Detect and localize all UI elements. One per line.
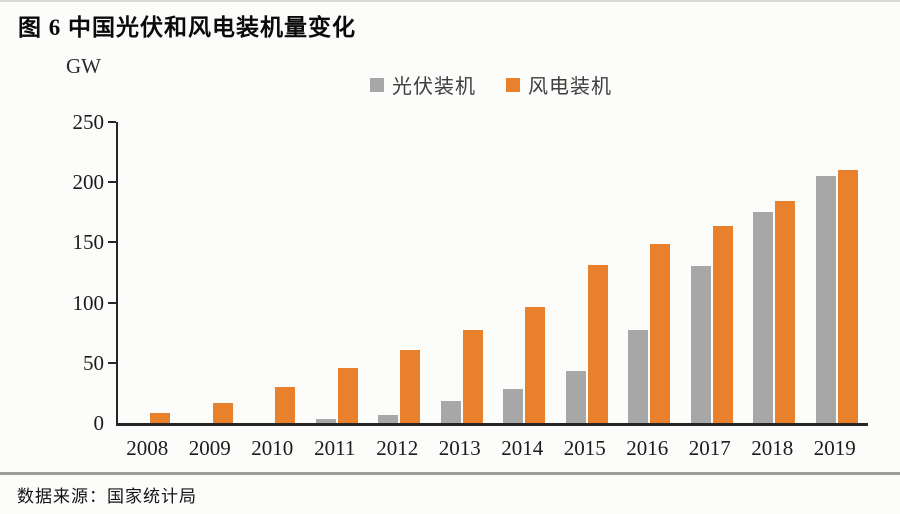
x-axis-tick-label-2011: 2011 [314,436,356,460]
y-axis-unit-label: GW [66,54,101,78]
solar-bar-2014 [503,389,524,423]
wind-bar-2010 [275,387,296,423]
y-axis-tick-mark [108,181,116,184]
y-axis-tick-mark [108,121,116,123]
wind-bar-2009 [212,403,233,423]
solar-bar-2017 [690,266,711,423]
wind-bar-2019 [837,170,858,423]
solar-bar-2011 [315,419,336,423]
solar-bar-2016 [628,330,649,423]
wind-bar-2015 [587,265,608,423]
wind-bar-2017 [712,226,733,423]
bar-group-2010 [243,122,306,423]
y-axis-tick-mark [108,361,116,364]
solar-bar-2018 [753,212,774,423]
y-axis-tick-label: 250 [72,110,105,134]
x-axis-tick-label-2010: 2010 [251,436,294,460]
solar-bar-2019 [815,176,836,423]
plot-area [108,121,869,426]
bar-group-2017 [681,122,744,423]
legend-label-solar: 光伏装机 [392,76,476,98]
y-axis-tick-label: 0 [93,411,105,435]
bar-group-2008 [118,122,181,423]
x-axis-tick-label-2019: 2019 [813,436,856,460]
chart-title: 图 6 中国光伏和风电装机量变化 [18,15,356,40]
bar-group-2011 [306,122,369,423]
bar-group-2019 [806,122,869,423]
bar-group-2018 [743,122,806,423]
solar-legend-swatch-icon [370,77,384,92]
bar-group-2016 [618,122,681,423]
legend-item-wind: 风电装机 [506,70,612,99]
y-axis-tick-label: 50 [83,350,104,375]
y-axis-tick-mark [108,241,116,244]
solar-bar-2012 [378,415,399,423]
x-axis-tick-label-2014: 2014 [501,436,544,460]
wind-bar-2018 [775,201,796,423]
x-axis-labels: 2008 2009 2010 2011 2012 2013 2014 2015 2016 2017… [116,436,866,461]
y-axis-tick-label: 150 [72,230,105,255]
y-axis-tick-label: 200 [72,170,105,195]
wind-legend-swatch-icon [506,77,520,92]
legend-label-wind: 风电装机 [528,76,612,98]
bar-group-2014 [493,122,556,423]
bar-group-2013 [431,122,494,423]
wind-bar-2011 [337,368,358,423]
wind-bar-2014 [525,307,546,423]
y-axis-tick-label: 100 [72,290,105,315]
x-axis-tick-label-2016: 2016 [626,436,669,460]
y-axis-labels: 0 50 100 150 200 250 [0,111,105,434]
x-axis-tick-label-2018: 2018 [751,436,794,460]
x-axis-tick-label-2008: 2008 [126,436,169,460]
bar-group-2012 [368,122,431,423]
x-axis-tick-label-2009: 2009 [188,436,231,460]
data-source-note: 数据来源：国家统计局 [17,487,197,506]
legend-item-solar: 光伏装机 [370,70,476,99]
wind-bar-2008 [150,413,171,423]
solar-bar-2015 [565,371,586,423]
top-divider-line [0,0,900,2]
wind-bar-2012 [400,350,421,423]
solar-bar-2013 [440,401,461,423]
bar-group-2015 [556,122,619,423]
y-axis-tick-mark [108,301,116,304]
x-axis-tick-label-2013: 2013 [438,436,481,460]
x-axis-tick-label-2015: 2015 [563,436,606,460]
wind-bar-2016 [650,244,671,423]
x-axis-tick-label-2012: 2012 [376,436,419,460]
chart-legend: 光伏装机 风电装机 [116,70,866,99]
bottom-divider-line [0,472,900,475]
wind-bar-2013 [462,330,483,423]
x-axis-tick-label-2017: 2017 [688,436,731,460]
bar-group-2009 [181,122,244,423]
